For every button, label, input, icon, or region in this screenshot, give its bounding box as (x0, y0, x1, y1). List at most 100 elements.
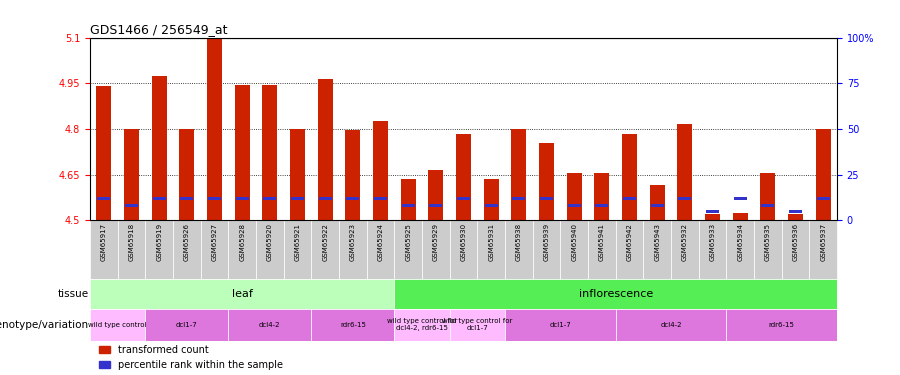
Bar (533, 220, 561, 279)
Text: GSM65936: GSM65936 (793, 224, 798, 261)
Bar (173, 220, 201, 279)
Text: dcl1-7: dcl1-7 (550, 322, 572, 328)
Text: GSM65943: GSM65943 (654, 224, 661, 261)
Text: wild type control: wild type control (88, 322, 147, 328)
Bar (726, 309, 837, 341)
Bar (594, 173, 609, 220)
Text: GSM65934: GSM65934 (737, 224, 743, 261)
Bar (588, 220, 616, 279)
Bar (311, 220, 339, 279)
Bar (616, 309, 726, 341)
Bar (339, 220, 366, 279)
Bar (90, 279, 394, 309)
Bar (229, 220, 256, 279)
Bar (679, 197, 691, 200)
Bar (366, 220, 394, 279)
Bar (485, 204, 498, 207)
Text: GSM65919: GSM65919 (157, 224, 162, 261)
Bar (698, 220, 726, 279)
Bar (394, 309, 450, 341)
Bar (651, 204, 663, 207)
Bar (539, 142, 554, 220)
Bar (235, 85, 250, 220)
Bar (145, 220, 173, 279)
Bar (650, 185, 665, 220)
Bar (816, 197, 830, 200)
Bar (422, 220, 450, 279)
Bar (97, 197, 111, 200)
Bar (346, 130, 360, 220)
Bar (236, 197, 248, 200)
Bar (754, 220, 782, 279)
Bar (616, 220, 644, 279)
Bar (677, 124, 692, 220)
Text: GSM65922: GSM65922 (322, 224, 328, 261)
Bar (264, 197, 276, 200)
Bar (596, 204, 608, 207)
Text: GSM65917: GSM65917 (101, 224, 107, 261)
Text: genotype/variation: genotype/variation (0, 320, 88, 330)
Text: GSM65920: GSM65920 (266, 224, 273, 261)
Bar (208, 197, 221, 200)
Bar (125, 204, 138, 207)
Text: GSM65923: GSM65923 (350, 224, 356, 261)
Text: GSM65942: GSM65942 (626, 224, 633, 261)
Text: GSM65928: GSM65928 (239, 224, 245, 261)
Text: GSM65937: GSM65937 (820, 224, 826, 261)
Text: GSM65940: GSM65940 (572, 224, 577, 261)
Bar (456, 134, 471, 220)
Bar (90, 309, 145, 341)
Bar (561, 220, 588, 279)
Bar (809, 220, 837, 279)
Bar (394, 220, 422, 279)
Bar (428, 170, 444, 220)
Bar (477, 220, 505, 279)
Bar (290, 129, 305, 220)
Text: GSM65930: GSM65930 (461, 224, 466, 261)
Bar (788, 214, 803, 220)
Text: GSM65939: GSM65939 (544, 224, 550, 261)
Bar (815, 129, 831, 220)
Bar (373, 122, 388, 220)
Bar (118, 220, 145, 279)
Bar (180, 197, 194, 200)
Legend: transformed count, percentile rank within the sample: transformed count, percentile rank withi… (94, 341, 287, 374)
Bar (505, 309, 616, 341)
Text: GSM65921: GSM65921 (294, 224, 301, 261)
Text: GSM65932: GSM65932 (682, 224, 688, 261)
Bar (623, 197, 636, 200)
Bar (262, 85, 277, 220)
Bar (567, 173, 581, 220)
Bar (374, 197, 387, 200)
Bar (201, 220, 229, 279)
Text: GSM65935: GSM65935 (765, 224, 770, 261)
Bar (319, 197, 331, 200)
Bar (761, 204, 774, 207)
Bar (145, 309, 229, 341)
Bar (706, 210, 719, 213)
Text: GDS1466 / 256549_at: GDS1466 / 256549_at (90, 23, 228, 36)
Bar (671, 220, 698, 279)
Bar (760, 173, 776, 220)
Bar (726, 220, 754, 279)
Bar (705, 214, 720, 220)
Bar (622, 134, 637, 220)
Bar (311, 309, 394, 341)
Bar (483, 179, 499, 220)
Bar (318, 79, 333, 220)
Text: dcl4-2: dcl4-2 (259, 322, 281, 328)
Bar (96, 86, 112, 220)
Bar (401, 204, 415, 207)
Text: GSM65929: GSM65929 (433, 224, 439, 261)
Text: rdr6-15: rdr6-15 (769, 322, 795, 328)
Bar (179, 129, 194, 220)
Text: inflorescence: inflorescence (579, 289, 652, 299)
Bar (400, 179, 416, 220)
Text: dcl4-2: dcl4-2 (661, 322, 682, 328)
Text: dcl1-7: dcl1-7 (176, 322, 198, 328)
Bar (505, 220, 533, 279)
Bar (734, 197, 747, 200)
Bar (511, 129, 526, 220)
Text: GSM65941: GSM65941 (598, 224, 605, 261)
Bar (284, 220, 311, 279)
